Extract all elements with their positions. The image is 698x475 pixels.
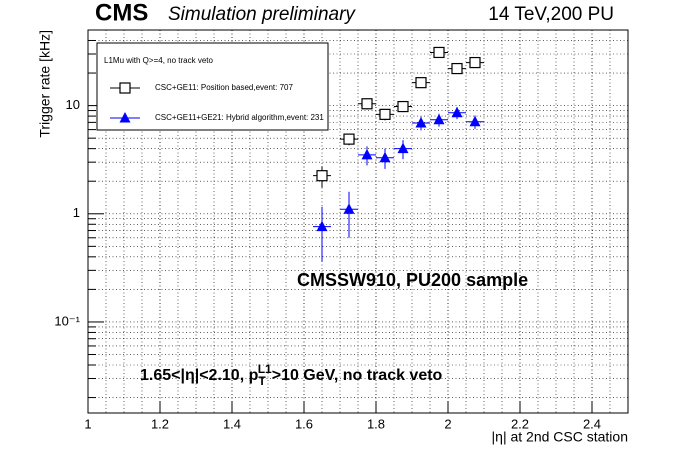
legend-box: [96, 42, 329, 131]
x-axis-label: |η| at 2nd CSC station: [492, 429, 628, 445]
data-point: [316, 220, 328, 232]
annotation-part: 1.65<|η|<2.10, p: [140, 367, 259, 384]
plot-frame: [87, 29, 629, 414]
data-point: [451, 62, 463, 75]
data-point: [361, 148, 373, 160]
data-point: [433, 113, 445, 125]
annotation-part: L1: [258, 362, 272, 376]
energy-label: 14 TeV,200 PU: [488, 4, 614, 25]
x-tick-label: 2: [444, 416, 451, 431]
x-tick-label: 2.2: [511, 416, 529, 431]
annotation: CMSSW910, PU200 sample: [297, 270, 528, 290]
annotation-part: T: [258, 374, 266, 388]
data-point: [343, 133, 355, 145]
x-tick-label: 1.8: [367, 416, 385, 431]
error-bar: [313, 206, 331, 262]
data-point: [343, 203, 355, 214]
legend-label: CSC+GE11+GE21: Hybrid algorithm,event: 2…: [155, 113, 324, 122]
data-point: [361, 98, 373, 110]
chart-title: CMS: [95, 0, 148, 26]
x-tick-label: 1.2: [151, 416, 169, 431]
chart-subtitle: Simulation preliminary: [168, 4, 356, 25]
annotation: 1.65<|η|<2.10, pTL1>10 GeV, no track vet…: [140, 362, 443, 388]
y-tick-label: 10: [66, 97, 80, 112]
x-tick-label: 1.6: [295, 416, 313, 431]
data-point: [433, 46, 445, 59]
data-point: [379, 108, 391, 120]
legend-label: CSC+GE11: Position based,event: 707: [155, 83, 293, 92]
data-point: [415, 117, 427, 128]
legend-title: L1Mu with Q>=4, no track veto: [104, 56, 213, 65]
data-point: [379, 151, 391, 163]
legend-marker: [119, 112, 131, 123]
data-point: [415, 77, 427, 89]
y-tick-label: 10⁻¹: [54, 313, 80, 328]
annotation-part: >10 GeV, no track veto: [272, 367, 443, 384]
error-bar: [340, 191, 358, 238]
y-axis-label: Trigger rate [kHz]: [37, 30, 53, 138]
data-point: [469, 115, 481, 127]
legend-marker: [119, 82, 131, 94]
x-tick-label: 1.4: [223, 416, 241, 431]
data-point: [469, 56, 481, 69]
x-tick-label: 1: [84, 416, 91, 431]
y-tick-label: 1: [73, 205, 80, 220]
data-point: [316, 170, 328, 182]
data-point: [451, 106, 463, 118]
data-point: [397, 142, 409, 154]
data-point: [397, 100, 409, 113]
x-tick-label: 2.4: [583, 416, 601, 431]
